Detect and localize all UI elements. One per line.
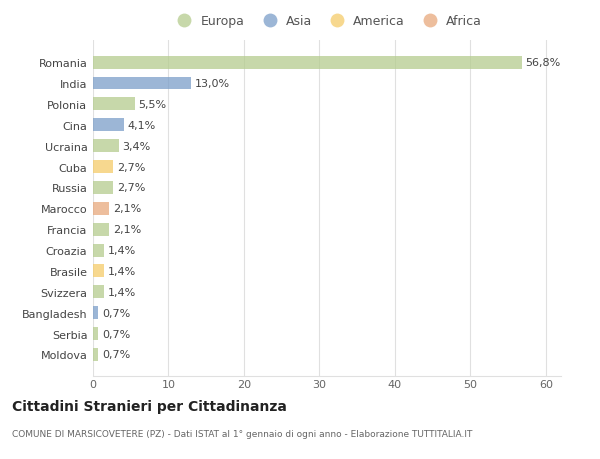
Bar [93, 223, 109, 236]
Text: 2,1%: 2,1% [113, 204, 141, 214]
Bar [93, 285, 104, 299]
Text: 1,4%: 1,4% [107, 287, 136, 297]
Bar [93, 348, 98, 361]
Bar [93, 78, 191, 90]
Text: 3,4%: 3,4% [122, 141, 151, 151]
Text: 2,1%: 2,1% [113, 225, 141, 235]
Text: 4,1%: 4,1% [128, 121, 156, 130]
Text: 0,7%: 0,7% [102, 329, 130, 339]
Text: 0,7%: 0,7% [102, 350, 130, 360]
Text: 2,7%: 2,7% [117, 183, 146, 193]
Text: 1,4%: 1,4% [107, 266, 136, 276]
Text: Cittadini Stranieri per Cittadinanza: Cittadini Stranieri per Cittadinanza [12, 399, 287, 413]
Bar [93, 140, 119, 153]
Bar [93, 265, 104, 278]
Text: 5,5%: 5,5% [138, 100, 166, 110]
Bar [93, 244, 104, 257]
Text: 0,7%: 0,7% [102, 308, 130, 318]
Bar [93, 161, 113, 174]
Bar [93, 119, 124, 132]
Bar [93, 56, 522, 69]
Bar [93, 98, 134, 111]
Bar [93, 182, 113, 195]
Text: 1,4%: 1,4% [107, 246, 136, 256]
Bar [93, 307, 98, 319]
Bar [93, 202, 109, 215]
Text: 56,8%: 56,8% [526, 58, 561, 68]
Bar [93, 327, 98, 340]
Text: COMUNE DI MARSICOVETERE (PZ) - Dati ISTAT al 1° gennaio di ogni anno - Elaborazi: COMUNE DI MARSICOVETERE (PZ) - Dati ISTA… [12, 429, 472, 438]
Legend: Europa, Asia, America, Africa: Europa, Asia, America, Africa [172, 16, 482, 28]
Text: 2,7%: 2,7% [117, 162, 146, 172]
Text: 13,0%: 13,0% [195, 79, 230, 89]
